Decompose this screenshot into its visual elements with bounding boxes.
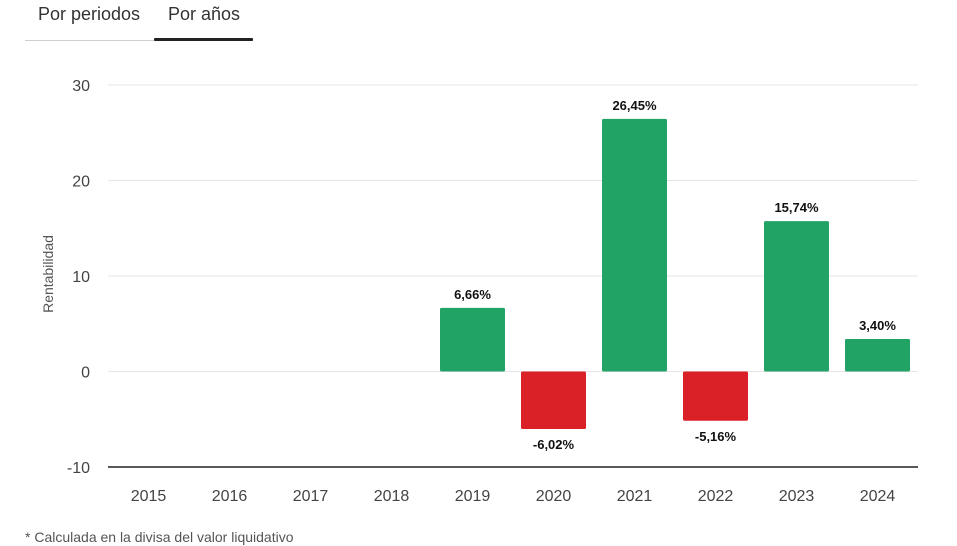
bar xyxy=(683,371,748,421)
bar xyxy=(440,307,505,372)
x-tick-label: 2022 xyxy=(698,488,734,505)
x-tick-label: 2024 xyxy=(860,488,896,505)
y-tick-label: 10 xyxy=(72,269,90,286)
y-tick-label: -10 xyxy=(67,460,90,477)
x-tick-label: 2021 xyxy=(617,488,653,505)
x-tick-label: 2017 xyxy=(293,488,329,505)
bar xyxy=(845,339,910,372)
data-label: 15,74% xyxy=(774,200,819,215)
y-axis-title: Rentabilidad xyxy=(40,235,56,313)
y-tick-label: 0 xyxy=(81,365,90,382)
footnote: * Calculada en la divisa del valor liqui… xyxy=(25,529,294,545)
tab-por-anos[interactable]: Por años xyxy=(168,4,241,24)
y-tick-label: 20 xyxy=(72,174,90,191)
bar xyxy=(764,221,829,372)
yearly-returns-chart: -10 0 10 20 30 Rentabilidad 2015 2016 2017 2018 20… xyxy=(40,78,918,505)
x-tick-label: 2018 xyxy=(374,488,410,505)
data-label: 3,40% xyxy=(859,318,896,333)
period-tabs: Por periodos Por años xyxy=(25,0,265,42)
active-tab-indicator xyxy=(154,38,253,41)
data-label: 26,45% xyxy=(612,98,657,113)
x-tick-label: 2020 xyxy=(536,488,572,505)
bar xyxy=(521,371,586,429)
data-label: -5,16% xyxy=(695,429,737,444)
x-tick-label: 2016 xyxy=(212,488,248,505)
x-tick-label: 2015 xyxy=(131,488,167,505)
x-tick-label: 2023 xyxy=(779,488,815,505)
x-tick-label: 2019 xyxy=(455,488,491,505)
tabs-divider xyxy=(25,40,253,41)
tab-por-periodos[interactable]: Por periodos xyxy=(38,4,141,24)
data-label: -6,02% xyxy=(533,437,575,452)
bar xyxy=(602,118,667,372)
y-tick-label: 30 xyxy=(72,78,90,95)
data-label: 6,66% xyxy=(454,287,491,302)
